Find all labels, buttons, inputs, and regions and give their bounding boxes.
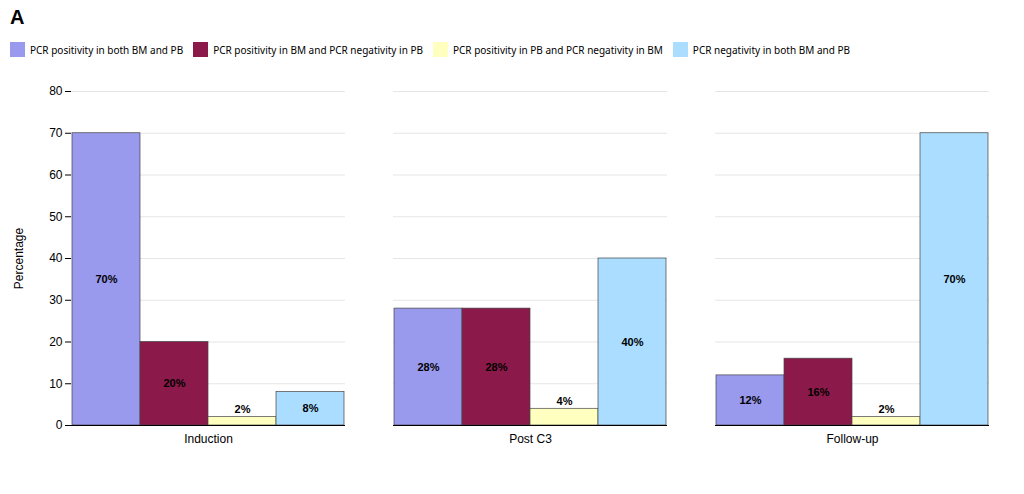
svg-text:20%: 20%: [163, 377, 185, 389]
svg-text:Post C3: Post C3: [509, 432, 552, 446]
svg-text:28%: 28%: [417, 361, 439, 373]
svg-text:8%: 8%: [303, 402, 319, 414]
html-text:A: A: [10, 6, 25, 28]
svg-text:10: 10: [49, 377, 63, 391]
svg-text:40%: 40%: [621, 336, 643, 348]
svg-text:Percentage: Percentage: [12, 227, 26, 289]
html-text:PCR positivity in PB and PCR n: PCR positivity in PB and PCR negativity …: [453, 42, 663, 57]
svg-text:12%: 12%: [739, 394, 761, 406]
svg-text:20: 20: [49, 335, 63, 349]
svg-text:0: 0: [56, 418, 63, 432]
svg-text:4%: 4%: [557, 395, 573, 407]
svg-text:50: 50: [49, 210, 63, 224]
svg-text:28%: 28%: [485, 361, 507, 373]
svg-text:70%: 70%: [95, 273, 117, 285]
svg-text:Follow-up: Follow-up: [826, 432, 878, 446]
svg-text:30: 30: [49, 293, 63, 307]
html-text:PCR negativity in both BM and: PCR negativity in both BM and PB: [692, 42, 850, 57]
svg-text:80: 80: [49, 84, 63, 98]
svg-text:60: 60: [49, 168, 63, 182]
svg-text:2%: 2%: [879, 403, 895, 415]
html-text:PCR positivity in BM and PCR n: PCR positivity in BM and PCR negativity …: [213, 42, 423, 57]
svg-text:70: 70: [49, 126, 63, 140]
svg-text:70%: 70%: [943, 273, 965, 285]
svg-text:Induction: Induction: [184, 432, 233, 446]
svg-text:16%: 16%: [807, 386, 829, 398]
html-text:PCR positivity in both BM and: PCR positivity in both BM and PB: [30, 42, 184, 57]
svg-text:2%: 2%: [235, 403, 251, 415]
svg-text:40: 40: [49, 251, 63, 265]
